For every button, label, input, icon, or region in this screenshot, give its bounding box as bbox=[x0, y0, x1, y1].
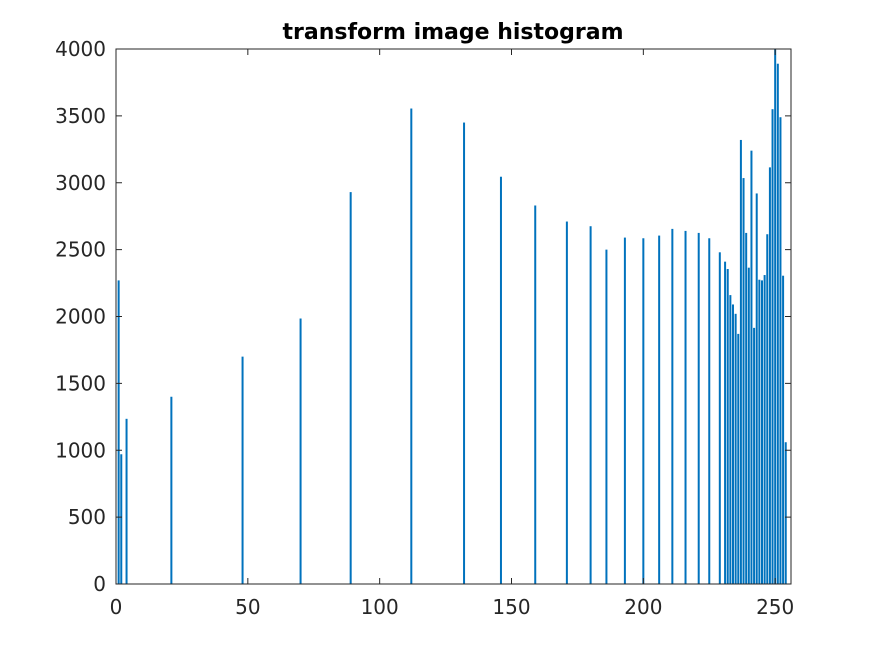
y-tick-label: 3000 bbox=[55, 171, 106, 195]
histogram-bar bbox=[241, 356, 244, 585]
histogram-bar bbox=[410, 108, 413, 585]
y-tick-label: 0 bbox=[93, 572, 106, 596]
histogram-bar bbox=[747, 267, 750, 584]
x-tick-label: 0 bbox=[110, 595, 123, 619]
histogram-bar bbox=[299, 318, 302, 584]
histogram-bar bbox=[718, 252, 721, 585]
histogram-bar bbox=[120, 454, 123, 584]
histogram-bar bbox=[605, 249, 608, 585]
x-tick-label: 50 bbox=[235, 595, 260, 619]
x-tick-label: 250 bbox=[756, 595, 794, 619]
histogram-bar bbox=[753, 327, 756, 584]
x-tick-label: 100 bbox=[361, 595, 399, 619]
histogram-bar bbox=[658, 235, 661, 584]
y-tick-label: 3500 bbox=[55, 104, 106, 128]
y-tick-label: 2000 bbox=[55, 305, 106, 329]
histogram-bar bbox=[729, 295, 732, 584]
y-axis: 0 500 1000 1500 2000 2500 3000 3500 4000 bbox=[55, 37, 791, 596]
histogram-bar bbox=[642, 238, 645, 584]
histogram-bar bbox=[768, 167, 771, 584]
histogram-bar bbox=[125, 418, 128, 584]
histogram-bar bbox=[565, 221, 568, 585]
y-tick-label: 1500 bbox=[55, 371, 106, 395]
x-tick-label: 150 bbox=[492, 595, 530, 619]
histogram-bar bbox=[745, 232, 748, 584]
chart-title: transform image histogram bbox=[282, 20, 623, 45]
histogram-bar bbox=[534, 205, 537, 585]
histogram-bar bbox=[589, 226, 592, 584]
bar-series bbox=[117, 49, 787, 585]
histogram-bar bbox=[761, 280, 763, 584]
histogram-bar bbox=[737, 333, 740, 584]
histogram-bar bbox=[170, 396, 173, 584]
axes-box bbox=[115, 48, 792, 585]
histogram-bar bbox=[349, 192, 352, 585]
histogram-bar bbox=[784, 442, 787, 584]
histogram-bar bbox=[766, 234, 769, 585]
y-tick-label: 1000 bbox=[55, 438, 106, 462]
y-tick-label: 500 bbox=[68, 505, 106, 529]
histogram-bar bbox=[726, 269, 729, 584]
histogram-bar bbox=[463, 122, 466, 584]
histogram-bar bbox=[750, 150, 753, 584]
histogram-bar bbox=[763, 275, 766, 584]
histogram-bar bbox=[684, 230, 687, 584]
histogram-bar bbox=[724, 261, 727, 584]
histogram-bar bbox=[776, 63, 779, 584]
histogram-bar bbox=[671, 228, 674, 584]
histogram-bar bbox=[771, 109, 774, 584]
x-tick-label: 200 bbox=[624, 595, 662, 619]
histogram-bar bbox=[117, 280, 120, 584]
x-axis: 0 50 100 150 200 250 bbox=[110, 49, 794, 619]
histogram-bar bbox=[731, 304, 734, 584]
y-tick-label: 4000 bbox=[55, 37, 106, 61]
histogram-bar bbox=[734, 313, 737, 584]
histogram-bar bbox=[708, 238, 711, 584]
histogram-bar bbox=[499, 176, 502, 585]
y-tick-label: 2500 bbox=[55, 238, 106, 262]
histogram-bar bbox=[623, 237, 626, 584]
histogram-bar bbox=[774, 49, 777, 584]
histogram-bar bbox=[742, 178, 745, 584]
histogram-bar bbox=[697, 232, 700, 584]
histogram-bar bbox=[782, 275, 785, 584]
histogram-bar bbox=[755, 193, 758, 584]
histogram-bar bbox=[779, 117, 782, 585]
histogram-bar bbox=[739, 139, 742, 584]
histogram-bar bbox=[758, 279, 761, 584]
